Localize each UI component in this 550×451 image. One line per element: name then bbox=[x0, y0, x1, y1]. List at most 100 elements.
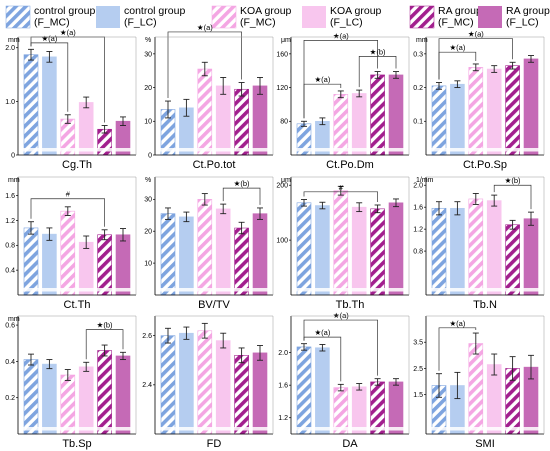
y-unit-label: μm bbox=[281, 177, 291, 184]
y-tick-label: 2.4 bbox=[142, 382, 152, 389]
bar bbox=[78, 241, 94, 296]
y-unit-label: mm bbox=[8, 37, 20, 44]
chart-panel: #0.4 0.8 1.2 1.6 mm Ct.Th bbox=[5, 176, 137, 311]
axis-break-band bbox=[427, 288, 544, 292]
significance-label: ★(a) bbox=[333, 311, 349, 320]
error-bar bbox=[509, 356, 516, 381]
y-unit-label: μm bbox=[281, 37, 291, 44]
y-tick-label: 0.8 bbox=[5, 243, 15, 250]
error-bar bbox=[374, 204, 381, 214]
bar bbox=[23, 359, 39, 435]
legend-label: control group (F_MC) bbox=[34, 5, 95, 29]
error-bar bbox=[120, 116, 126, 126]
y-tick-label: 0.6 bbox=[5, 322, 15, 329]
bar bbox=[252, 213, 268, 296]
chart-panel: ★(a)★(a) 1.2 1.6 2.0 DA bbox=[278, 311, 410, 450]
significance-bracket: ★(a) bbox=[303, 31, 378, 119]
significance-bracket: # bbox=[303, 183, 378, 202]
error-bar bbox=[83, 96, 90, 109]
x-axis-label: Ct.Th bbox=[64, 299, 91, 311]
significance-bracket: ★(a) bbox=[438, 30, 513, 80]
chart-panel: ★(b) 10 20 30% BV/TV bbox=[144, 176, 274, 311]
x-axis-label: Ct.Po.Sp bbox=[463, 159, 507, 171]
legend-swatch bbox=[478, 6, 502, 28]
error-bar bbox=[257, 345, 263, 361]
y-tick-label: 80 bbox=[280, 119, 288, 126]
significance-label: ★(b) bbox=[97, 321, 113, 330]
error-bar bbox=[528, 55, 534, 63]
error-bar bbox=[509, 219, 516, 230]
significance-bracket: # bbox=[30, 190, 105, 227]
axis-break-band bbox=[19, 148, 136, 152]
legend-label: RA group (F_LC) bbox=[506, 5, 550, 29]
significance-label: # bbox=[66, 190, 71, 199]
error-bar bbox=[374, 378, 381, 386]
error-bar bbox=[46, 51, 53, 63]
bar bbox=[351, 206, 367, 296]
error-bar bbox=[356, 202, 363, 213]
error-bar bbox=[491, 65, 498, 73]
legend: control group (F_MC) control group (F_LC) KO… bbox=[5, 5, 550, 29]
error-bar bbox=[201, 193, 208, 206]
y-tick-label: 0 bbox=[148, 152, 152, 159]
error-bar bbox=[356, 383, 363, 391]
bar bbox=[78, 366, 94, 435]
error-bar bbox=[64, 369, 71, 381]
bar bbox=[431, 207, 447, 296]
error-bar bbox=[64, 206, 71, 216]
bar bbox=[351, 386, 367, 435]
error-bar bbox=[301, 199, 307, 207]
chart-panel: ★(a)★(a) 0.1 0.2 0.3 mm Ct.Po.Sp bbox=[413, 30, 545, 171]
bar bbox=[215, 85, 231, 156]
axis-break-band bbox=[156, 288, 273, 292]
y-tick-label: 30 bbox=[144, 197, 152, 204]
significance-label: ★(a) bbox=[314, 75, 330, 84]
y-tick-label: 3.5 bbox=[413, 340, 423, 347]
x-axis-label: Tb.Sp bbox=[62, 438, 91, 450]
bar bbox=[486, 200, 502, 296]
chart-panels: ★(a)★(a)01.02.0mmCg.Th★(a)0102030%Ct.Po.… bbox=[5, 23, 545, 450]
significance-label: ★(a) bbox=[41, 34, 57, 43]
chart-panel: ★(a) 1.5 2.5 3.5 SMI bbox=[413, 315, 545, 450]
chart-panel: ★(a)★(a) 0 1.0 2.0mm Cg.Th bbox=[5, 28, 137, 171]
bar bbox=[296, 346, 312, 435]
y-tick-label: 1.6 bbox=[413, 205, 423, 212]
legend-label: KOA group (F_LC) bbox=[330, 5, 382, 29]
y-tick-label: 160 bbox=[276, 51, 288, 58]
bar bbox=[505, 65, 520, 156]
bar bbox=[234, 355, 249, 435]
error-bar bbox=[83, 235, 90, 249]
y-tick-label: 20 bbox=[144, 229, 152, 236]
x-axis-label: Ct.Po.tot bbox=[193, 159, 236, 171]
y-tick-label: 200 bbox=[276, 183, 288, 190]
error-bar bbox=[491, 194, 498, 207]
significance-bracket: ★(a) bbox=[167, 23, 242, 99]
error-bar bbox=[454, 201, 461, 216]
significance-label: ★(a) bbox=[468, 30, 484, 39]
x-axis-label: Tb.N bbox=[473, 299, 497, 311]
y-tick-label: 2.5 bbox=[413, 366, 423, 373]
error-bar bbox=[301, 343, 307, 351]
axis-break-band bbox=[19, 427, 136, 431]
bar bbox=[179, 216, 194, 296]
error-bar bbox=[319, 201, 326, 210]
bar bbox=[60, 210, 76, 296]
legend-label: control group (F_LC) bbox=[124, 5, 185, 29]
error-bar bbox=[64, 114, 71, 124]
significance-label: ★(a) bbox=[449, 43, 465, 52]
x-axis-label: Ct.Po.Dm bbox=[326, 159, 374, 171]
legend-swatch bbox=[96, 6, 120, 28]
legend-item: KOA group (F_LC) bbox=[302, 5, 382, 29]
x-axis-label: BV/TV bbox=[198, 299, 230, 311]
bar bbox=[468, 343, 484, 435]
error-bar bbox=[183, 326, 190, 340]
error-bar bbox=[472, 193, 479, 205]
bar bbox=[42, 233, 57, 296]
y-tick-label: 1.2 bbox=[413, 227, 423, 234]
error-bar bbox=[319, 117, 326, 126]
axis-break-band bbox=[292, 148, 409, 152]
axis-break-band bbox=[19, 288, 136, 292]
error-bar bbox=[220, 77, 227, 95]
bar bbox=[60, 374, 76, 435]
legend-item: control group (F_LC) bbox=[96, 5, 185, 29]
